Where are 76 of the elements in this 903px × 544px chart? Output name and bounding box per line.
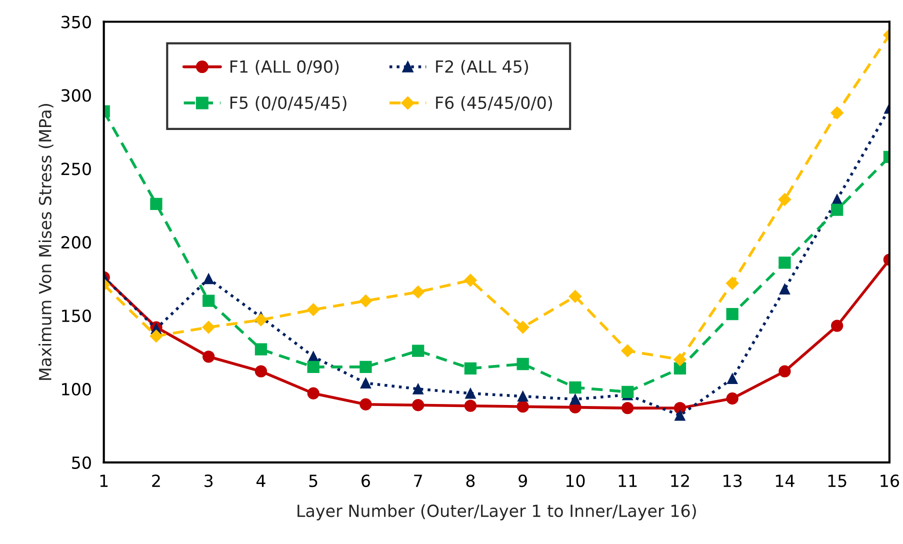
point: [779, 284, 790, 294]
x-tick-label: 15: [828, 474, 846, 488]
legend-label: F5 (0/0/45/45): [230, 96, 346, 111]
point: [517, 390, 528, 402]
y-tick-label: 350: [62, 16, 91, 28]
point: [360, 378, 372, 388]
point: [726, 276, 739, 290]
point: [202, 350, 215, 363]
y-tick-label: 300: [62, 89, 91, 102]
x-tick-label: 5: [309, 474, 318, 488]
y-tick-label: 150: [62, 309, 91, 322]
point: [778, 193, 792, 206]
x-tick-label: 13: [724, 474, 742, 488]
x-axis-title: Layer Number (Outer/Layer 1 to Inner/Layer 16): [298, 504, 696, 520]
point: [412, 286, 424, 298]
y-axis-title: Maximum Von Mises Stress (MPa): [38, 104, 54, 380]
point: [412, 344, 424, 357]
point: [622, 386, 634, 398]
x-tick-label: 12: [671, 474, 689, 487]
point: [412, 384, 424, 394]
point: [465, 388, 476, 399]
y-tick-label: 200: [61, 236, 91, 249]
point: [830, 106, 844, 120]
point: [464, 362, 477, 374]
point: [307, 387, 320, 400]
x-tick-label: 1: [100, 474, 108, 487]
y-tick-label: 250: [61, 162, 91, 176]
legend-label: F1 (ALL 0/90): [230, 60, 339, 75]
point: [412, 399, 424, 412]
x-tick-label: 9: [518, 474, 527, 488]
point: [254, 365, 268, 378]
point: [516, 320, 530, 334]
point: [254, 343, 268, 356]
point: [726, 373, 738, 384]
point: [568, 290, 582, 303]
point: [778, 365, 791, 378]
point: [306, 303, 320, 316]
point: [516, 400, 529, 413]
x-tick-label: 11: [618, 474, 637, 487]
point: [203, 273, 214, 284]
x-tick-label: 3: [204, 474, 213, 488]
point: [359, 294, 372, 308]
point: [150, 330, 163, 342]
x-tick-label: 10: [566, 474, 585, 488]
point: [516, 358, 529, 370]
point: [674, 410, 686, 421]
point: [726, 308, 738, 320]
point: [674, 353, 686, 366]
point: [360, 398, 372, 410]
x-tick-label: 14: [776, 474, 794, 487]
x-tick-label: 2: [152, 474, 160, 487]
point: [831, 320, 844, 332]
x-tick-label: 6: [362, 474, 370, 488]
y-tick-label: 100: [62, 382, 91, 396]
legend-label: F6 (45/45/0/0): [436, 96, 552, 111]
point: [621, 344, 634, 358]
point: [464, 274, 477, 287]
point: [569, 381, 582, 394]
point: [622, 402, 634, 414]
x-tick-label: 16: [880, 474, 900, 488]
x-tick-label: 8: [466, 474, 475, 488]
point: [202, 294, 215, 307]
point: [831, 204, 844, 216]
point: [307, 360, 320, 374]
point: [726, 392, 738, 405]
point: [570, 394, 581, 405]
point: [360, 360, 372, 374]
y-tick-label: 50: [72, 456, 91, 469]
x-tick-label: 4: [256, 474, 266, 487]
point: [464, 400, 477, 412]
point: [254, 314, 268, 326]
x-tick-label: 7: [414, 474, 422, 487]
point: [202, 320, 216, 334]
point: [150, 198, 162, 210]
legend-label: F2 (ALL 45): [436, 60, 528, 75]
point: [778, 256, 791, 269]
